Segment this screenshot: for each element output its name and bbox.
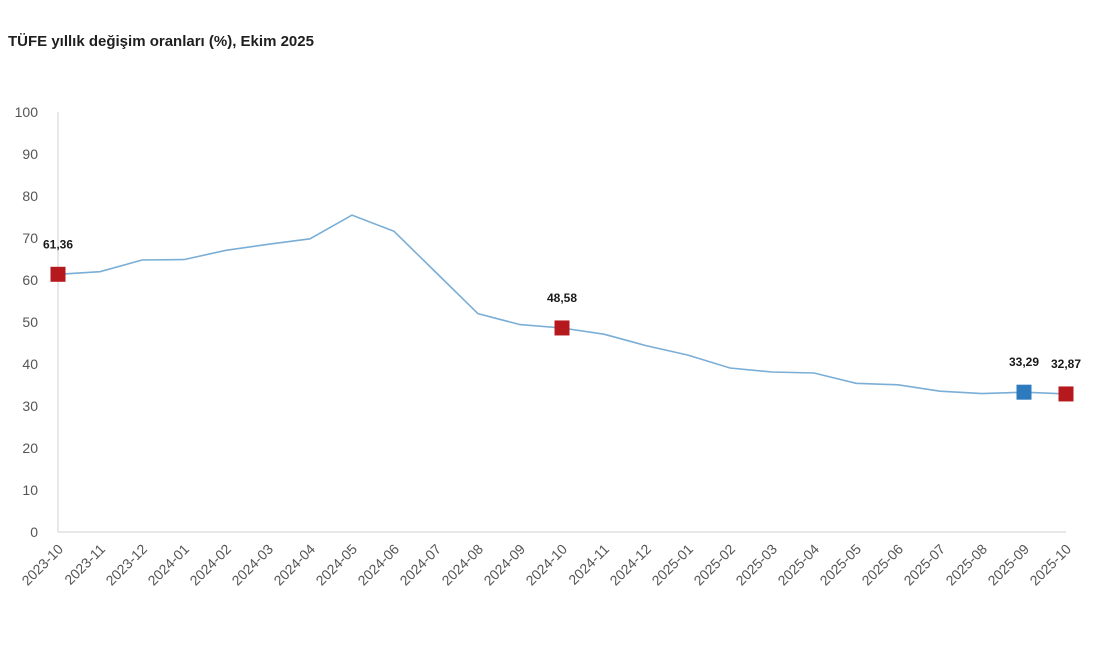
x-tick-label: 2025-08 <box>942 541 990 589</box>
x-tick-label: 2025-01 <box>648 541 696 589</box>
data-label: 48,58 <box>547 291 577 305</box>
y-tick-label: 90 <box>22 146 38 162</box>
chart-title: TÜFE yıllık değişim oranları (%), Ekim 2… <box>8 33 314 50</box>
x-tick-label: 2024-03 <box>228 541 276 589</box>
data-label: 61,36 <box>43 237 73 251</box>
x-tick-label: 2025-02 <box>690 541 738 589</box>
x-tick-label: 2023-11 <box>61 541 108 588</box>
y-tick-label: 50 <box>22 314 38 330</box>
x-tick-label: 2024-10 <box>522 541 570 589</box>
highlight-marker <box>1058 386 1074 402</box>
highlight-marker <box>554 320 570 336</box>
x-tick-label: 2024-02 <box>186 541 234 589</box>
x-tick-label: 2024-11 <box>565 541 612 588</box>
x-tick-label: 2025-05 <box>816 541 864 589</box>
x-tick-label: 2024-08 <box>438 541 486 589</box>
x-tick-label: 2023-10 <box>18 541 66 589</box>
y-tick-label: 10 <box>22 482 38 498</box>
x-tick-label: 2025-03 <box>732 541 780 589</box>
x-tick-label: 2024-04 <box>270 541 318 589</box>
x-tick-label: 2023-12 <box>102 541 150 589</box>
x-tick-label: 2024-09 <box>480 541 528 589</box>
highlight-marker <box>50 266 66 282</box>
y-tick-label: 70 <box>22 230 38 246</box>
x-tick-label: 2025-04 <box>774 541 822 589</box>
x-tick-label: 2024-07 <box>396 541 444 589</box>
y-tick-label: 100 <box>15 104 39 120</box>
x-tick-label: 2025-10 <box>1026 541 1074 589</box>
x-tick-label: 2025-09 <box>984 541 1032 589</box>
highlight-marker <box>1016 384 1032 400</box>
highlight-markers: 61,36 48,58 33,29 32,87 <box>43 237 1081 402</box>
y-tick-label: 60 <box>22 272 38 288</box>
x-tick-label: 2024-01 <box>144 541 192 589</box>
x-tick-label: 2025-06 <box>858 541 906 589</box>
y-tick-label: 40 <box>22 356 38 372</box>
y-tick-label: 80 <box>22 188 38 204</box>
y-tick-label: 20 <box>22 440 38 456</box>
y-axis: 0 10 20 30 40 50 60 70 80 90 100 <box>15 104 39 540</box>
x-tick-label: 2024-12 <box>606 541 654 589</box>
y-tick-label: 0 <box>30 524 38 540</box>
x-tick-label: 2024-06 <box>354 541 402 589</box>
x-tick-label: 2025-07 <box>900 541 948 589</box>
y-tick-label: 30 <box>22 398 38 414</box>
x-tick-label: 2024-05 <box>312 541 360 589</box>
data-label: 33,29 <box>1009 355 1039 369</box>
x-axis: 2023-102023-112023-122024-012024-022024-… <box>18 541 1074 589</box>
data-label: 32,87 <box>1051 357 1081 371</box>
